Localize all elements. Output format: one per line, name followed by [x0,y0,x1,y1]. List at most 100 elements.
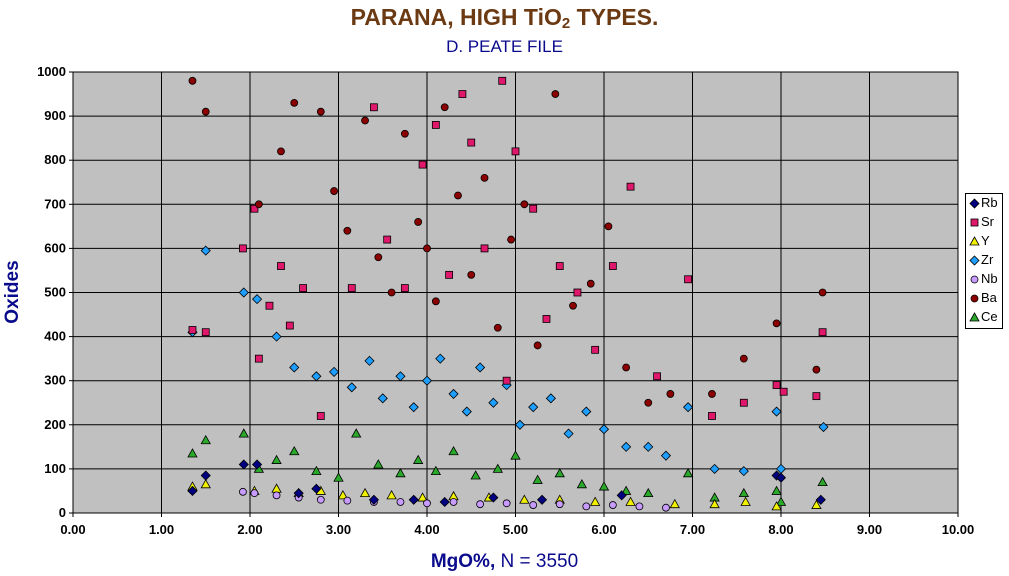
point-sr [188,326,197,334]
point-sr [626,182,635,191]
point-y [200,479,211,489]
legend-item-ce: Ce [966,308,1002,327]
legend-marker-shape [969,198,980,209]
point-ba [708,390,716,398]
point-sr [239,244,247,253]
point-sr [511,147,520,156]
x-axis-ticks: 0.00 1.00 2.00 3.00 4.00 5.00 6.00 7.00 8.00 9.00… [60,513,974,537]
point-zr [528,402,539,413]
point-ba [277,147,285,156]
point-ce [682,467,694,478]
legend-label: Y [981,233,990,248]
point-ce [620,485,632,495]
point-ce [643,487,654,498]
point-sr [739,398,748,407]
x-tick-label: 5.00 [503,522,528,537]
point-sr [316,412,325,420]
x-tick-label: 4.00 [414,522,439,537]
point-ba [520,200,529,209]
point-ba [507,235,515,244]
point-nb [635,502,644,511]
legend-item-nb: Nb [966,270,1002,289]
point-zr [771,406,782,417]
legend-marker-rb [969,198,980,209]
legend-marker-zr [969,255,980,266]
legend-marker-y [969,236,980,246]
point-ce [430,465,442,476]
point-ce [200,434,211,445]
y-tick-label: 600 [44,240,66,255]
point-ba [818,288,827,297]
point-rb [408,494,419,505]
legend-marker-shape [969,312,980,322]
point-nb [555,500,564,509]
point-ba [201,107,210,116]
point-ce [738,487,750,498]
point-zr [475,362,486,373]
point-ba [414,218,423,226]
point-ba [343,226,352,235]
legend-item-ba: Ba [966,289,1002,308]
x-tick-label: 6.00 [591,522,616,537]
point-zr [709,463,720,474]
y-tick-label: 700 [44,196,66,211]
point-sr [201,328,210,337]
legend-item-y: Y [966,232,1002,251]
point-nb [239,487,247,496]
point-ba [374,253,383,262]
point-rb [536,494,548,505]
point-rb [488,492,499,503]
legend-label: Sr [981,214,994,229]
point-zr [289,362,300,373]
point-sr [445,270,454,279]
point-y [669,498,680,509]
y-tick-label: 0 [59,505,66,520]
point-rb [311,483,322,494]
point-nb [608,501,617,509]
point-sr [708,412,716,420]
point-sr [254,354,263,363]
y-tick-label: 500 [44,285,66,300]
legend-label: Ba [981,290,997,305]
point-sr [480,244,489,253]
point-ba [454,191,462,200]
point-sr [555,262,564,270]
point-ba [361,116,369,125]
point-ba [387,288,396,297]
point-ba [622,363,631,372]
y-tick-label: 400 [44,329,66,344]
point-nb [502,499,511,508]
point-ba [739,354,748,363]
point-nb [529,501,538,509]
point-sr [529,204,538,213]
point-ba [533,341,542,350]
point-sr [299,284,308,292]
point-rb [439,496,450,508]
legend-item-zr: Zr [966,251,1002,270]
x-tick-label: 7.00 [680,522,705,537]
point-ba [644,398,653,407]
point-ce [395,467,406,478]
point-ce [554,467,565,478]
legend-item-rb: Rb [966,194,1002,213]
point-zr [200,245,211,256]
x-tick-label: 3.00 [326,522,351,537]
point-ce [187,448,198,458]
point-zr [448,388,459,399]
point-zr [461,406,472,417]
series-ba [188,76,827,407]
point-ce [510,450,521,460]
point-nb [582,502,591,511]
point-zr [598,424,610,435]
y-tick-label: 1000 [37,64,66,79]
point-ba [493,323,502,332]
point-zr [377,393,388,404]
point-nb [343,496,352,505]
point-ce [311,465,322,476]
point-rb [293,488,304,499]
point-nb [423,499,431,508]
legend-marker-shape [970,275,979,284]
point-zr [252,294,263,305]
point-nb [316,495,325,504]
point-y [740,496,751,506]
